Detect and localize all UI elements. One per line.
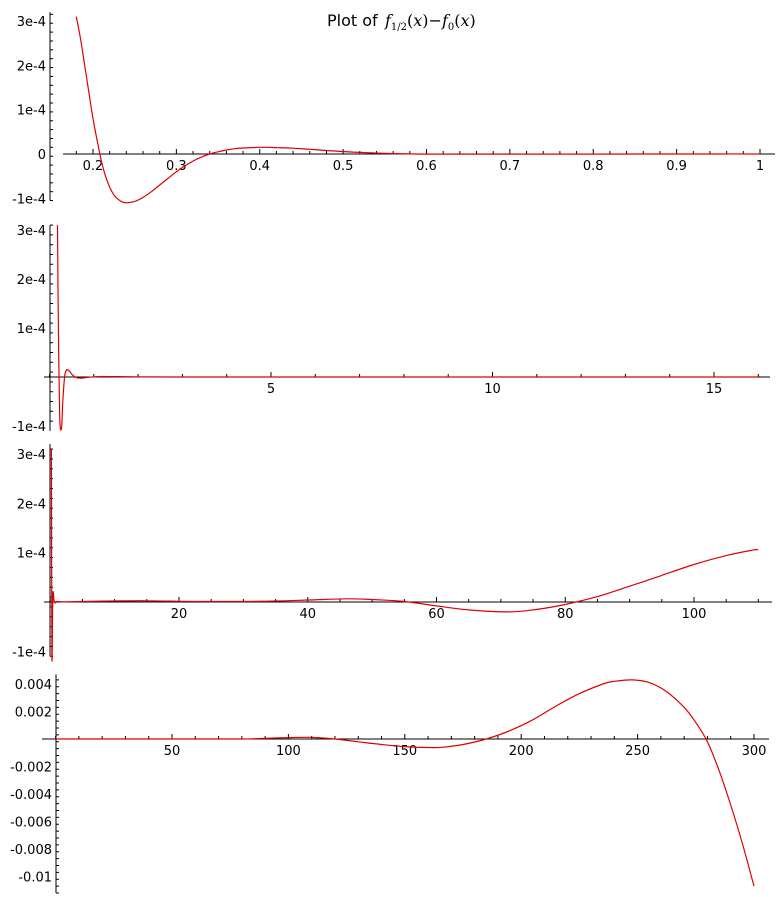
y-tick-label: 1e-4 — [17, 322, 46, 337]
series-line — [75, 16, 761, 204]
x-tick-label: 80 — [557, 607, 574, 622]
x-tick-label: 0.9 — [666, 159, 687, 174]
x-tick-label: 150 — [392, 744, 417, 759]
x-tick-label: 20 — [171, 607, 188, 622]
y-tick-label: 1e-4 — [17, 104, 46, 119]
x-tick-label: 100 — [276, 744, 301, 759]
y-tick-label: -1e-4 — [12, 645, 46, 660]
y-tick-label: 3e-4 — [17, 15, 46, 30]
panel-2: 5 10 15 -1e-4 1e-4 2e-4 3e-4 — [12, 224, 770, 435]
panel-3: 20 40 60 80 100 -1e-4 1e-4 2e-4 3e-4 — [12, 444, 772, 662]
chart-title: Plot of f1/2(x)−f0(x) — [327, 11, 476, 33]
y-tick-label: -0.008 — [10, 843, 52, 858]
series-line — [56, 225, 759, 431]
x-tick-label: 100 — [682, 607, 707, 622]
panel-4: 50 100 150 200 250 300 -0.01 -0.008 -0.006 -0.004… — [10, 674, 769, 894]
y-tick-label: 2e-4 — [17, 497, 46, 512]
x-tick-label: 40 — [299, 607, 316, 622]
chart-title-formula: f1/2(x)−f0(x) — [384, 11, 476, 33]
y-tick-label: 0.004 — [15, 678, 52, 693]
y-tick-label: -1e-4 — [12, 192, 46, 207]
y-tick-label: 0 — [38, 148, 46, 163]
y-tick-label: 2e-4 — [17, 273, 46, 288]
y-tick-label: -0.01 — [18, 871, 52, 886]
x-tick-label: 10 — [484, 382, 501, 397]
x-tick-label: 50 — [164, 744, 181, 759]
x-tick-label: 300 — [742, 744, 767, 759]
y-tick-label: 1e-4 — [17, 547, 46, 562]
x-tick-label: 5 — [267, 382, 275, 397]
y-tick-label: 3e-4 — [17, 448, 46, 463]
x-tick-label: 0.3 — [166, 159, 187, 174]
y-tick-label: 0.002 — [15, 706, 52, 721]
x-tick-label: 200 — [509, 744, 534, 759]
x-tick-label: 0.8 — [583, 159, 604, 174]
panel-1: 0.2 0.3 0.4 0.5 0.6 0.7 0.8 0.9 1 -1e-4 0 1e-4 2e-4 3… — [12, 12, 775, 207]
x-tick-label: 15 — [706, 382, 723, 397]
x-tick-label: 60 — [428, 607, 445, 622]
series-line — [55, 679, 755, 887]
y-tick-label: 3e-4 — [17, 224, 46, 239]
x-tick-label: 0.4 — [249, 159, 270, 174]
x-tick-label: 0.2 — [83, 159, 104, 174]
chart-title-prefix: Plot of — [327, 11, 378, 30]
x-tick-label: 0.5 — [333, 159, 354, 174]
x-tick-label: 1 — [756, 159, 764, 174]
y-tick-label: -0.004 — [10, 788, 52, 803]
y-tick-label: -0.006 — [10, 816, 52, 831]
x-tick-label: 0.7 — [500, 159, 521, 174]
y-tick-label: 2e-4 — [17, 59, 46, 74]
x-tick-label: 0.6 — [416, 159, 437, 174]
y-tick-label: -1e-4 — [12, 420, 46, 435]
x-tick-label: 250 — [625, 744, 650, 759]
series-line — [50, 449, 759, 662]
y-tick-label: -0.002 — [10, 761, 52, 776]
